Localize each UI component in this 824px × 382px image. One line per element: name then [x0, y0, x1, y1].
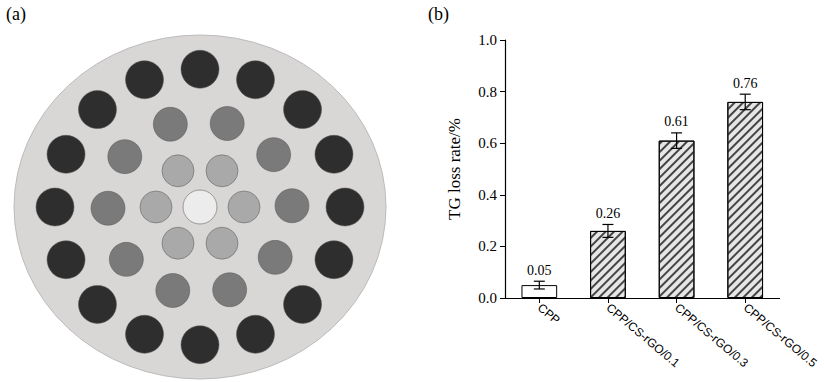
svg-text:0.8: 0.8: [478, 84, 497, 100]
svg-text:0.76: 0.76: [733, 76, 758, 91]
svg-text:1.0: 1.0: [478, 32, 497, 48]
html-text:(a): (a): [6, 4, 26, 24]
svg-text:CPP/CS-rGO/0.3: CPP/CS-rGO/0.3: [672, 301, 751, 371]
svg-text:CPP: CPP: [535, 301, 563, 328]
svg-text:0.6: 0.6: [478, 135, 497, 151]
svg-text:CPP/CS-rGO/0.5: CPP/CS-rGO/0.5: [741, 301, 820, 371]
svg-text:0.26: 0.26: [596, 206, 621, 221]
svg-text:CPP/CS-rGO/0.1: CPP/CS-rGO/0.1: [603, 301, 682, 371]
svg-text:0.0: 0.0: [478, 290, 497, 306]
svg-text:0.2: 0.2: [478, 238, 497, 254]
svg-text:0.61: 0.61: [664, 114, 689, 129]
html-text:(b): (b): [428, 4, 449, 24]
svg-text:TG loss rate/%: TG loss rate/%: [445, 118, 464, 220]
svg-text:0.05: 0.05: [527, 263, 552, 278]
svg-text:0.4: 0.4: [478, 187, 497, 203]
